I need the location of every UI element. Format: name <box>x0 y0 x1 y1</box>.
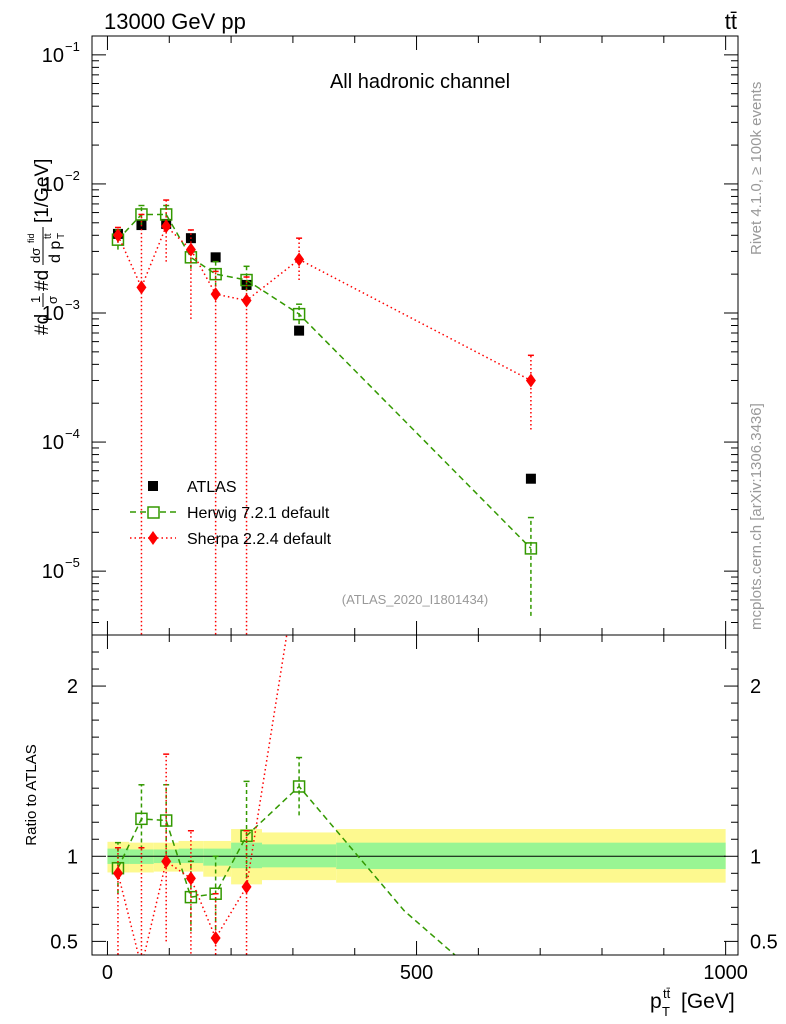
y-tick-exponent: −1 <box>65 39 80 54</box>
ratio-point-sherpa <box>241 879 252 894</box>
ratio-point-herwig <box>159 814 173 827</box>
ratio-y-tick-label: 2 <box>67 676 78 698</box>
legend-marker-atlas <box>148 481 158 491</box>
ratio-point-herwig <box>292 780 306 793</box>
main-panel: 10−510−410−310−210−1 All hadronic channe… <box>42 36 738 635</box>
y-tick-label: 10 <box>42 174 64 196</box>
ylabel-sup2: fid <box>26 233 36 243</box>
legend-marker-sherpa <box>148 531 158 545</box>
ratio-point-herwig <box>184 890 198 904</box>
data-point-sherpa <box>294 252 305 267</box>
x-tick-label: 500 <box>400 962 433 984</box>
chart-title: All hadronic channel <box>330 71 510 93</box>
ylabel-den1: σ <box>45 296 60 304</box>
ratio-series <box>111 635 457 974</box>
ratio-point-sherpa <box>210 930 221 945</box>
data-point-sherpa <box>525 373 536 388</box>
svg-text:#d: #d <box>32 314 53 335</box>
data-point-sherpa <box>210 287 221 302</box>
data-point-sherpa <box>112 228 123 243</box>
rivet-label: Rivet 4.1.0, ≥ 100k events <box>748 82 765 255</box>
y-tick-label: 10 <box>42 432 64 454</box>
legend-marker-herwig <box>147 506 160 519</box>
ylabel-prefix: #d <box>32 314 53 335</box>
data-point-herwig <box>524 542 538 555</box>
x-tick-label: 1000 <box>703 962 748 984</box>
legend-label-sherpa: Sherpa 2.2.4 default <box>187 531 332 548</box>
ylabel-den2-sub: T <box>56 233 67 239</box>
main-series <box>111 199 538 635</box>
data-point-sherpa <box>185 242 196 257</box>
y-tick-label: 10 <box>42 561 64 583</box>
data-point-sherpa <box>241 293 252 308</box>
y-tick-exponent: −3 <box>65 297 80 312</box>
data-point-sherpa <box>136 280 147 295</box>
y-tick-exponent: −5 <box>65 555 80 570</box>
data-point-herwig <box>135 208 148 221</box>
data-point-atlas <box>525 473 536 484</box>
data-point-sherpa <box>161 219 172 234</box>
ratio-point-herwig <box>135 812 148 826</box>
data-point-atlas <box>294 325 305 336</box>
ratio-point-herwig <box>209 887 222 900</box>
xlabel-sub: T <box>662 1004 670 1019</box>
series-line <box>117 224 532 382</box>
ratio-y-tick-label-right: 2 <box>750 676 761 698</box>
ratio-y-tick-label: 0.5 <box>50 931 78 953</box>
watermark: (ATLAS_2020_I1801434) <box>342 592 488 607</box>
ylabel-num2: dσ <box>28 248 43 263</box>
ratio-point-sherpa <box>185 871 196 886</box>
legend-label-atlas: ATLAS <box>187 479 237 496</box>
data-point-herwig <box>209 267 222 281</box>
mcplots-label: mcplots.cern.ch [arXiv:1306.3436] <box>748 403 765 630</box>
data-point-atlas <box>210 252 221 263</box>
ylabel-num1: 1 <box>28 296 43 303</box>
bottom-ticks: 0.5 0.5 1 1 2 2 0 500 1000 <box>50 635 778 984</box>
ratio-y-tick-label-right: 1 <box>750 846 761 868</box>
ratio-frame <box>91 634 739 956</box>
ratio-series-line <box>117 635 288 955</box>
y-tick-exponent: −2 <box>65 168 80 183</box>
xlabel-unit: [GeV] <box>681 990 735 1013</box>
y-axis-label: #d 1 σ #d dσ fid d p T t̄t [1/GeV] <box>26 159 67 335</box>
ratio-point-sherpa <box>161 854 172 869</box>
ylabel-den2: d p <box>47 241 64 263</box>
y-tick-label: 10 <box>42 303 64 325</box>
ratio-y-tick-label-right: 0.5 <box>750 931 778 953</box>
ylabel-unit: [1/GeV] <box>32 159 53 223</box>
inner-uncertainty-band <box>203 848 232 866</box>
y-tick-label: 10 <box>42 45 64 67</box>
header-left-label: 13000 GeV pp <box>104 9 246 34</box>
y-tick-exponent: −4 <box>65 426 80 441</box>
ratio-point-sherpa <box>136 960 146 974</box>
ratio-y-tick-label: 1 <box>67 846 78 868</box>
x-axis-label: p T tt̄ [GeV] <box>650 986 735 1019</box>
legend: ATLAS Herwig 7.2.1 default Sherpa 2.2.4 … <box>130 479 332 548</box>
x-tick-label: 0 <box>102 962 113 984</box>
top-ticks: 10−510−410−310−210−1 <box>42 36 738 635</box>
ratio-point-sherpa <box>112 866 123 881</box>
header-right-label: tt̄ <box>725 9 737 34</box>
xlabel-base: p <box>650 990 662 1013</box>
ratio-panel: 0.5 0.5 1 1 2 2 0 500 1000 <box>50 635 778 984</box>
xlabel-sup: tt̄ <box>663 986 671 1001</box>
data-point-herwig <box>292 307 306 321</box>
series-line <box>117 213 532 549</box>
legend-label-herwig: Herwig 7.2.1 default <box>187 505 330 522</box>
ylabel-den2-sup: t̄t <box>42 233 54 240</box>
ylabel-mid: #d <box>32 270 53 291</box>
ratio-y-axis-label: Ratio to ATLAS <box>23 744 40 845</box>
